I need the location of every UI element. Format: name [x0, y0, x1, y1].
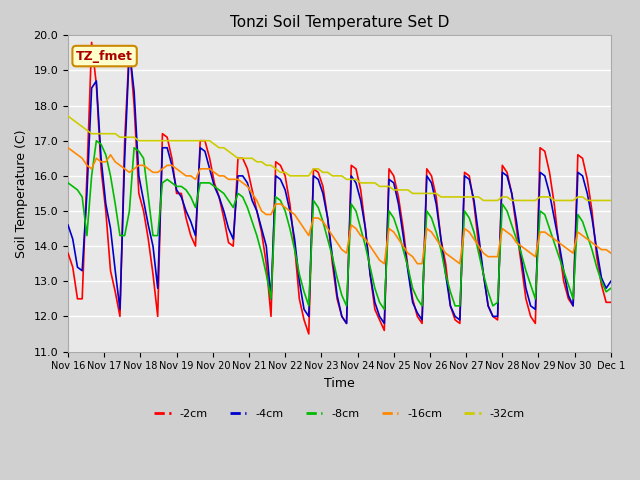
- Text: TZ_fmet: TZ_fmet: [76, 49, 133, 62]
- Y-axis label: Soil Temperature (C): Soil Temperature (C): [15, 129, 28, 258]
- Title: Tonzi Soil Temperature Set D: Tonzi Soil Temperature Set D: [230, 15, 449, 30]
- X-axis label: Time: Time: [324, 377, 355, 390]
- Legend: -2cm, -4cm, -8cm, -16cm, -32cm: -2cm, -4cm, -8cm, -16cm, -32cm: [149, 405, 529, 423]
